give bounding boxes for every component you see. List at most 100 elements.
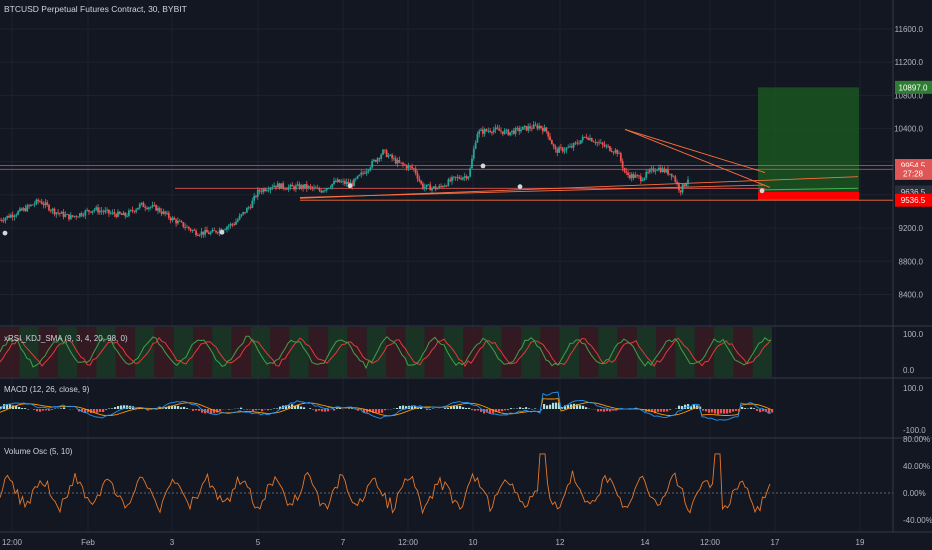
candle-body: [233, 224, 236, 226]
candle-body: [267, 189, 270, 191]
candle-body: [153, 205, 156, 206]
candle-body: [93, 209, 96, 211]
macd-histogram-bar: [579, 405, 582, 409]
rsi-series-k: [0, 335, 772, 370]
macd-histogram-bar: [9, 404, 12, 409]
rsi-band: [405, 327, 425, 377]
stop-zone[interactable]: [758, 191, 859, 201]
macd-histogram-bar: [426, 409, 429, 411]
candle-body: [663, 168, 666, 173]
candle-body: [111, 212, 114, 214]
candle-body: [550, 140, 553, 145]
macd-histogram-bar: [555, 402, 558, 409]
rsi-pane: [0, 327, 772, 377]
candle-body: [481, 129, 484, 134]
candle-body: [460, 178, 462, 180]
macd-histogram-bar: [462, 407, 465, 409]
candle-body: [77, 216, 79, 218]
time-tick-label: 7: [341, 538, 346, 547]
time-tick-label: 10: [469, 538, 478, 547]
candle-body: [124, 212, 127, 217]
time-tick-label: 3: [170, 538, 175, 547]
candle-body: [648, 169, 651, 173]
macd-histogram-bar: [678, 405, 681, 409]
candle-body: [572, 143, 575, 148]
candle-body: [256, 189, 259, 197]
time-tick-label: 12: [556, 538, 565, 547]
candle-body: [491, 132, 493, 133]
candle-body: [599, 142, 602, 144]
candle-body: [215, 230, 217, 233]
candle-body: [78, 213, 81, 217]
time-tick-label: 12:00: [2, 538, 23, 547]
macd-histogram-bar: [120, 405, 123, 409]
candle-body: [198, 234, 201, 236]
macd-histogram-bar: [759, 409, 762, 413]
macd-histogram-bar: [429, 409, 432, 410]
candle-body: [389, 154, 392, 156]
candle-body: [427, 184, 430, 186]
macd-histogram-bar: [483, 409, 486, 414]
candle-body: [253, 195, 256, 201]
candle-body: [630, 174, 633, 179]
candle-body: [496, 127, 499, 129]
candle-body: [596, 142, 599, 144]
candle-body: [318, 188, 321, 191]
macd-histogram-bar: [210, 409, 213, 414]
macd-histogram-bar: [744, 408, 747, 409]
macd-histogram-bar: [732, 409, 735, 412]
macd-histogram-bar: [468, 407, 471, 409]
candle-body: [434, 186, 437, 190]
macd-histogram-bar: [183, 406, 186, 409]
pivot-marker: [219, 229, 225, 235]
candle-body: [636, 175, 639, 177]
candle-body: [180, 221, 183, 223]
position-tool[interactable]: [758, 87, 859, 201]
candle-body: [668, 173, 671, 175]
candle-body: [683, 184, 686, 186]
candle-body: [138, 204, 141, 208]
candle-body: [451, 177, 453, 182]
candle-body: [209, 232, 212, 235]
candle-body: [369, 167, 372, 171]
macd-histogram-bar: [456, 405, 459, 409]
macd-histogram-bar: [327, 409, 330, 412]
macd-histogram-bar: [690, 406, 693, 409]
candle-body: [609, 146, 611, 151]
candle-body: [458, 177, 461, 179]
candle-body: [534, 124, 537, 126]
candle-body: [17, 211, 20, 215]
candle-body: [68, 214, 70, 220]
candle-body: [525, 125, 528, 131]
macd-histogram-bar: [762, 409, 765, 412]
candle-body: [632, 174, 635, 178]
rsi-band: [540, 327, 560, 377]
macd-histogram-bar: [522, 408, 525, 409]
candle-body: [48, 204, 50, 211]
candle-body: [40, 201, 43, 205]
candle-body: [19, 208, 21, 212]
macd-histogram-bar: [192, 409, 195, 411]
pivot-marker: [480, 163, 486, 169]
macd-signal-line: [0, 398, 772, 417]
candle-body: [249, 207, 252, 209]
rsi-band: [173, 327, 193, 377]
target-zone[interactable]: [758, 87, 859, 192]
candle-body: [95, 207, 98, 210]
macd-histogram-bar: [270, 409, 273, 410]
candle-body: [240, 214, 243, 216]
candle-body: [565, 147, 568, 151]
candle-body: [432, 186, 435, 188]
macd-histogram-bar: [213, 409, 216, 414]
macd-histogram-bar: [477, 409, 480, 411]
candle-body: [585, 136, 588, 138]
time-tick-label: 12:00: [398, 538, 419, 547]
macd-histogram-bar: [528, 408, 531, 409]
candle-body: [394, 158, 397, 164]
candle-body: [674, 176, 677, 182]
macd-histogram-bar: [753, 408, 756, 409]
candle-body: [665, 169, 668, 173]
candle-body: [659, 167, 662, 173]
candle-body: [108, 209, 110, 214]
